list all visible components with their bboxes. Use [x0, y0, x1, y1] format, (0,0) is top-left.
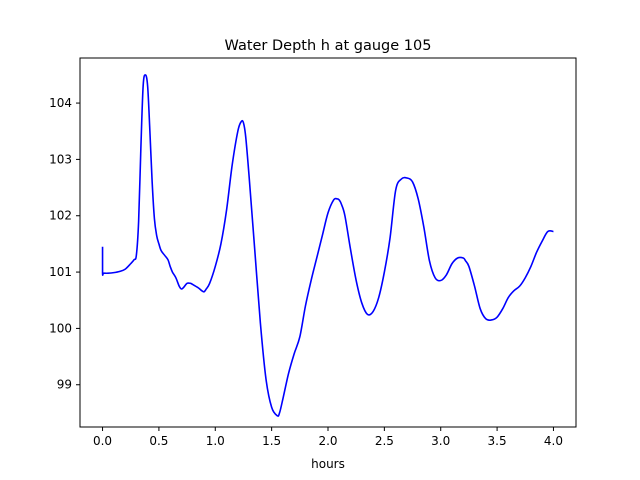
y-tick-label: 101 — [49, 265, 72, 279]
y-tick-label: 103 — [49, 152, 72, 166]
y-tick-label: 102 — [49, 209, 72, 223]
x-axis: 0.0 0.5 1.0 1.5 2.0 2.5 3.0 3.5 4.0 — [93, 427, 563, 448]
x-tick-label: 2.0 — [318, 434, 337, 448]
x-tick-label: 4.0 — [544, 434, 563, 448]
x-tick-label: 1.0 — [206, 434, 225, 448]
x-tick-label: 2.5 — [375, 434, 394, 448]
y-tick-label: 104 — [49, 96, 72, 110]
x-tick-label: 1.5 — [262, 434, 281, 448]
x-tick-label: 3.5 — [488, 434, 507, 448]
chart-title: Water Depth h at gauge 105 — [225, 38, 432, 54]
y-axis: 99 100 101 102 103 104 — [49, 96, 80, 392]
series-line-0 — [101, 74, 554, 417]
x-axis-label: hours — [311, 457, 345, 471]
y-tick-label: 100 — [49, 321, 72, 335]
x-tick-label: 0.5 — [149, 434, 168, 448]
plot-area — [101, 74, 554, 417]
x-tick-label: 0.0 — [93, 434, 112, 448]
plot-frame — [79, 57, 577, 428]
y-tick-label: 99 — [57, 378, 72, 392]
x-tick-label: 3.0 — [431, 434, 450, 448]
